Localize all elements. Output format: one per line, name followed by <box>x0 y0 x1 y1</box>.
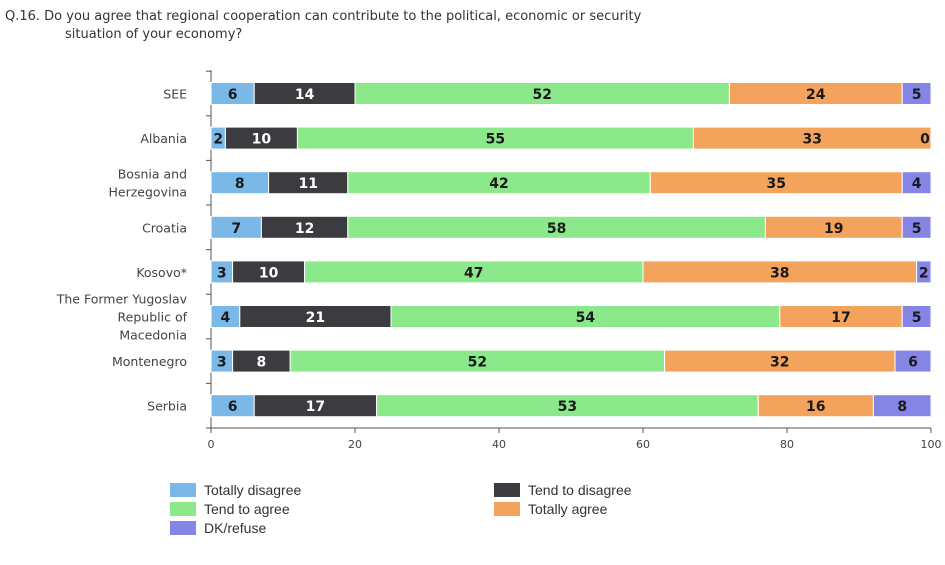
data-label: 58 <box>547 221 566 237</box>
chart-title-line-2: situation of your economy? <box>65 27 243 42</box>
data-label: 6 <box>228 87 238 103</box>
category-label-line: Montenegro <box>112 354 187 369</box>
bar-segment <box>872 394 932 418</box>
data-label: 38 <box>770 265 789 281</box>
data-label: 2 <box>919 265 929 281</box>
data-label: 5 <box>912 310 922 326</box>
category-label-line: Herzegovina <box>108 185 187 200</box>
category-label-line: Albania <box>140 131 187 146</box>
data-label: 11 <box>298 176 317 192</box>
data-label: 52 <box>532 87 551 103</box>
data-label: 17 <box>831 310 850 326</box>
legend-label: Totally agree <box>528 501 608 517</box>
category-label: Kosovo* <box>136 265 187 280</box>
data-label: 4 <box>912 176 922 192</box>
category-label-line: Republic of <box>118 310 188 325</box>
data-label: 24 <box>806 87 826 103</box>
x-tick-label: 60 <box>636 438 650 451</box>
bar-segment <box>901 215 932 239</box>
data-label: 5 <box>912 221 922 237</box>
data-label: 8 <box>257 355 267 371</box>
category-label-line: Serbia <box>147 399 187 414</box>
legend-swatch <box>494 502 520 516</box>
data-label: 19 <box>824 221 843 237</box>
legend-swatch <box>170 502 196 516</box>
data-label: 54 <box>576 310 596 326</box>
category-label: Serbia <box>147 399 187 414</box>
legend-label: Totally disagree <box>204 482 302 498</box>
data-label: 47 <box>464 265 483 281</box>
bar-segment <box>901 171 932 195</box>
data-label: 17 <box>306 399 325 415</box>
category-label-line: Bosnia and <box>118 167 187 182</box>
category-label: Montenegro <box>112 354 187 369</box>
category-label: Bosnia and Herzegovina <box>108 167 187 200</box>
category-label-line: Kosovo* <box>136 265 187 280</box>
data-label: 0 <box>920 132 930 148</box>
category-label: The Former Yugoslav Republic of Macedonia <box>56 292 188 343</box>
x-tick-label: 20 <box>348 438 362 451</box>
data-label: 32 <box>770 355 789 371</box>
legend-label: DK/refuse <box>204 520 267 536</box>
data-label: 7 <box>231 221 241 237</box>
legend-label: Tend to agree <box>204 501 290 517</box>
data-label: 10 <box>252 132 272 148</box>
data-label: 35 <box>766 176 785 192</box>
data-label: 3 <box>217 355 227 371</box>
data-label: 8 <box>235 176 245 192</box>
data-label: 4 <box>221 310 231 326</box>
legend-item: Totally disagree <box>170 482 301 498</box>
data-label: 53 <box>558 399 577 415</box>
bar-segment <box>901 305 932 328</box>
data-label: 6 <box>228 399 238 415</box>
data-label: 52 <box>468 355 487 371</box>
data-label: 16 <box>806 399 825 415</box>
data-label: 12 <box>295 221 314 237</box>
category-label: Albania <box>140 131 187 146</box>
x-tick-label: 0 <box>208 438 215 451</box>
category-label: SEE <box>163 87 187 102</box>
data-label: 3 <box>217 265 227 281</box>
data-label: 5 <box>912 87 922 103</box>
legend-item: Tend to disagree <box>494 482 632 498</box>
category-label-line: Macedonia <box>119 328 187 343</box>
bar-segment <box>894 349 932 373</box>
chart-title: Q.16. Do you agree that regional coopera… <box>5 8 905 44</box>
bar-segment <box>901 82 932 105</box>
chart-legend: Totally disagree Tend to disagree Tend to … <box>170 482 870 552</box>
legend-swatch <box>170 521 196 535</box>
legend-swatch <box>170 483 196 497</box>
data-label: 14 <box>295 87 315 103</box>
category-label-line: SEE <box>163 87 187 102</box>
data-label: 8 <box>897 399 907 415</box>
legend-item: DK/refuse <box>170 520 266 536</box>
data-label: 10 <box>259 265 279 281</box>
category-label-line: Croatia <box>142 220 187 235</box>
data-label: 21 <box>306 310 325 326</box>
data-label: 42 <box>489 176 508 192</box>
category-label: Croatia <box>142 220 187 235</box>
data-label: 2 <box>213 132 223 148</box>
x-tick-label: 100 <box>921 438 942 451</box>
data-label: 55 <box>486 132 505 148</box>
legend-label: Tend to disagree <box>528 482 632 498</box>
x-tick-label: 80 <box>780 438 794 451</box>
bar-segment <box>916 260 932 284</box>
category-label-line: The Former Yugoslav <box>56 292 188 307</box>
legend-item: Totally agree <box>494 501 607 517</box>
data-label: 6 <box>908 355 918 371</box>
chart-title-line-1: Q.16. Do you agree that regional coopera… <box>5 9 642 24</box>
data-label: 33 <box>802 132 821 148</box>
legend-item: Tend to agree <box>170 501 290 517</box>
bar-segment <box>692 126 932 150</box>
x-tick-label: 40 <box>492 438 506 451</box>
legend-swatch <box>494 483 520 497</box>
